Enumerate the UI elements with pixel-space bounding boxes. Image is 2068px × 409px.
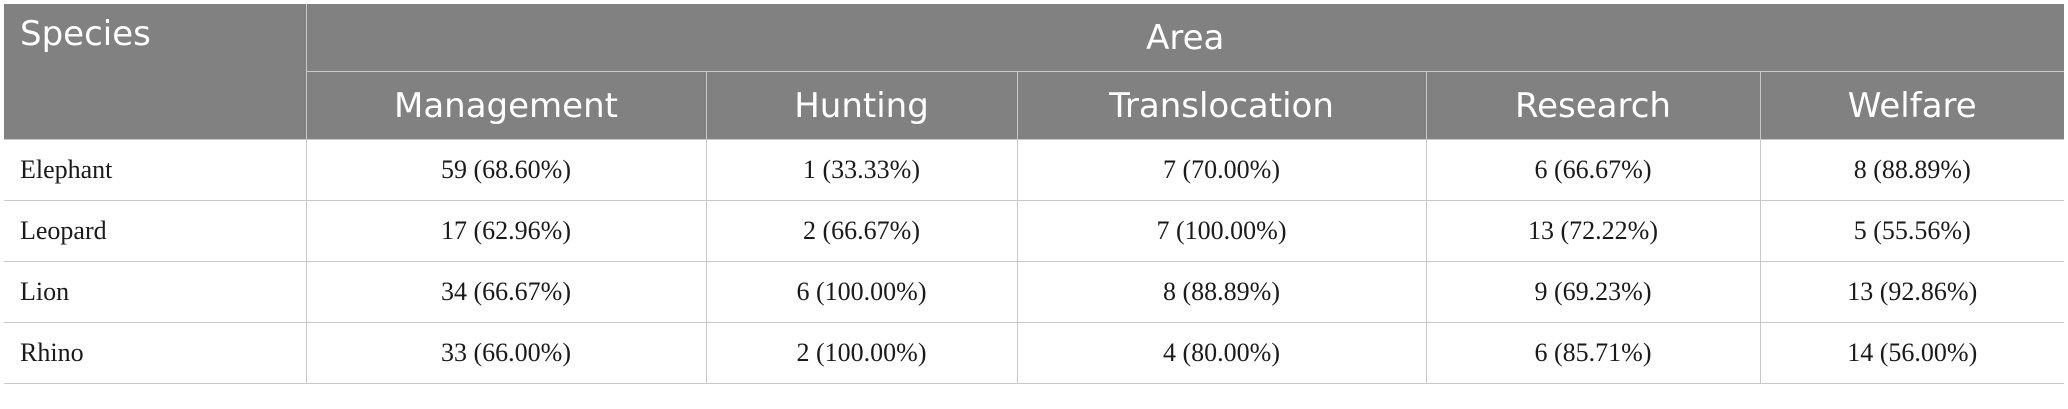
table-row: Rhino 33 (66.00%) 2 (100.00%) 4 (80.00%)… xyxy=(4,322,2064,384)
species-column-header: Species xyxy=(4,4,307,140)
table-cell: 6 (66.67%) xyxy=(1425,139,1761,201)
table-cell: 2 (100.00%) xyxy=(705,322,1018,384)
table-cell: 9 (69.23%) xyxy=(1425,261,1761,323)
species-cell: Rhino xyxy=(4,322,307,384)
species-cell: Leopard xyxy=(4,200,307,262)
area-group-header: Area xyxy=(305,4,2064,72)
header-row-top: Species Area xyxy=(4,4,2064,140)
table-cell: 34 (66.67%) xyxy=(305,261,707,323)
species-area-table: Species Area Management Hunting Transloc… xyxy=(4,4,2064,384)
table-row: Lion 34 (66.67%) 6 (100.00%) 8 (88.89%) … xyxy=(4,261,2064,323)
table-cell: 1 (33.33%) xyxy=(705,139,1018,201)
table-cell: 13 (72.22%) xyxy=(1425,200,1761,262)
column-header-research: Research xyxy=(1425,71,1761,140)
table-cell: 13 (92.86%) xyxy=(1759,261,2064,323)
table-cell: 2 (66.67%) xyxy=(705,200,1018,262)
table-cell: 5 (55.56%) xyxy=(1759,200,2064,262)
column-header-management: Management xyxy=(305,71,707,140)
column-header-welfare: Welfare xyxy=(1759,71,2064,140)
table-row: Leopard 17 (62.96%) 2 (66.67%) 7 (100.00… xyxy=(4,200,2064,262)
species-cell: Elephant xyxy=(4,139,307,201)
table-header: Species Area Management Hunting Transloc… xyxy=(4,4,2064,140)
column-header-translocation: Translocation xyxy=(1016,71,1427,140)
column-header-hunting: Hunting xyxy=(705,71,1018,140)
table-cell: 33 (66.00%) xyxy=(305,322,707,384)
table-row: Elephant 59 (68.60%) 1 (33.33%) 7 (70.00… xyxy=(4,139,2064,201)
table-cell: 59 (68.60%) xyxy=(305,139,707,201)
table-cell: 7 (100.00%) xyxy=(1016,200,1427,262)
table-cell: 4 (80.00%) xyxy=(1016,322,1427,384)
table-cell: 6 (100.00%) xyxy=(705,261,1018,323)
table-cell: 8 (88.89%) xyxy=(1016,261,1427,323)
table-cell: 7 (70.00%) xyxy=(1016,139,1427,201)
table-cell: 8 (88.89%) xyxy=(1759,139,2064,201)
table-cell: 6 (85.71%) xyxy=(1425,322,1761,384)
header-row-sub: Management Hunting Translocation Researc… xyxy=(4,71,2064,140)
table-cell: 17 (62.96%) xyxy=(305,200,707,262)
table-cell: 14 (56.00%) xyxy=(1759,322,2064,384)
table-body: Elephant 59 (68.60%) 1 (33.33%) 7 (70.00… xyxy=(4,139,2064,384)
species-cell: Lion xyxy=(4,261,307,323)
